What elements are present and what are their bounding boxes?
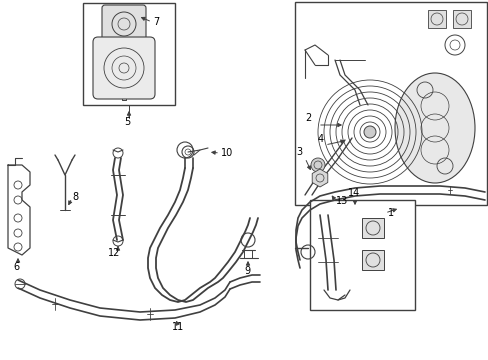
Text: 11: 11 — [172, 322, 184, 332]
Circle shape — [363, 126, 375, 138]
Text: 2: 2 — [305, 113, 311, 123]
Text: 14: 14 — [347, 188, 360, 198]
Text: 5: 5 — [124, 117, 130, 127]
Bar — [361, 218, 383, 238]
Bar — [309, 200, 414, 310]
Text: 12: 12 — [108, 248, 120, 258]
Bar — [452, 10, 470, 28]
Text: 7: 7 — [153, 17, 159, 27]
Bar — [427, 10, 445, 28]
Text: 9: 9 — [244, 266, 250, 276]
FancyBboxPatch shape — [102, 5, 146, 43]
Ellipse shape — [394, 73, 474, 183]
Text: 8: 8 — [72, 192, 78, 202]
Bar — [83, 3, 175, 105]
Text: 3: 3 — [295, 147, 302, 157]
Text: 4: 4 — [317, 134, 324, 144]
Text: 10: 10 — [221, 148, 233, 158]
FancyBboxPatch shape — [93, 37, 155, 99]
Text: 1: 1 — [387, 208, 393, 218]
Bar — [294, 2, 486, 205]
Text: 6: 6 — [13, 262, 19, 272]
Bar — [361, 250, 383, 270]
Circle shape — [310, 158, 325, 172]
Text: 13: 13 — [335, 196, 347, 206]
